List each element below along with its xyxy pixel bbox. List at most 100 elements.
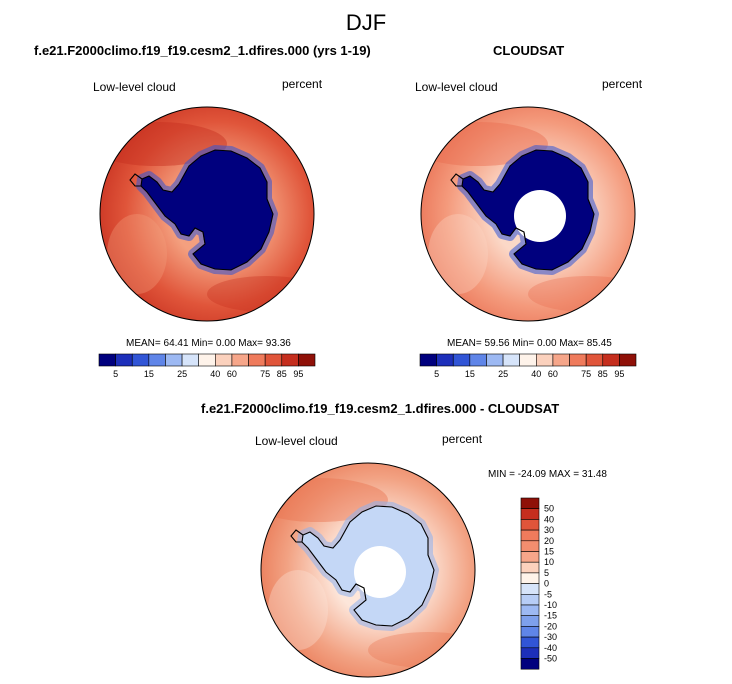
colorbar-2-swatch (569, 353, 587, 367)
polar-data-gap (514, 190, 566, 242)
cloud-band (107, 214, 167, 294)
colorbar-2-swatch (436, 353, 454, 367)
polar-data-gap (354, 546, 406, 598)
panel-1-variable-label: Low-level cloud (93, 80, 176, 94)
colorbar-3-swatch (520, 561, 540, 574)
colorbar-3-swatch (520, 604, 540, 616)
colorbar-1-swatch (248, 353, 266, 367)
peninsula-coastline (450, 173, 464, 187)
colorbar-3-tick-label: -30 (544, 632, 557, 642)
colorbar-2-tick-label: 85 (598, 369, 608, 379)
panel-2-title: CLOUDSAT (493, 43, 565, 58)
colorbar-3-swatch (520, 594, 540, 606)
colorbar-2-tick-label: 25 (498, 369, 508, 379)
colorbar-3-tick-label: 15 (544, 547, 554, 557)
colorbar-2-swatch (552, 353, 570, 367)
colorbar-1-swatch (298, 353, 316, 367)
panel-1-colorbar: 5 15 25 40 60 75 85 95 (98, 353, 316, 379)
ross-shelf-line (188, 227, 206, 255)
panel-3-variable-label: Low-level cloud (255, 434, 338, 448)
panel-2-variable-label: Low-level cloud (415, 80, 498, 94)
colorbar-3-tick-label: 30 (544, 525, 554, 535)
cloud-band (207, 276, 314, 312)
colorbar-1-swatch (115, 353, 133, 367)
main-title: DJF (345, 10, 387, 35)
colorbar-2-swatch (519, 353, 537, 367)
colorbar-2-tick-label: 5 (434, 369, 439, 379)
colorbar-2-swatch (602, 353, 620, 367)
colorbar-1-tick-label: 95 (293, 369, 303, 379)
colorbar-1-swatch (215, 353, 233, 367)
coastline (140, 149, 274, 271)
colorbar-3-swatch (520, 540, 540, 552)
colorbar-1-swatch (231, 353, 249, 367)
colorbar-1-tick-label: 40 (210, 369, 220, 379)
colorbar-1-swatch (281, 353, 299, 367)
cloud-band (528, 276, 635, 312)
colorbar-1-swatch (264, 353, 283, 367)
colorbar-1-swatch (181, 353, 199, 367)
colorbar-2-tick-label: 75 (581, 369, 591, 379)
panel-3-units-label: percent (442, 432, 483, 446)
colorbar-1-tick-label: 5 (113, 369, 118, 379)
peninsula-coastline (129, 173, 143, 187)
cloud-band (368, 632, 475, 668)
colorbar-3-swatch (520, 658, 540, 670)
colorbar-3-tick-label: -40 (544, 643, 557, 653)
colorbar-1-tick-label: 60 (227, 369, 237, 379)
antarctic-field (141, 150, 273, 270)
panel-3-title: f.e21.F2000climo.f19_f19.cesm2_1.dfires.… (201, 401, 560, 416)
colorbar-3-swatch (520, 497, 540, 509)
panel-1-title: f.e21.F2000climo.f19_f19.cesm2_1.dfires.… (34, 43, 371, 58)
colorbar-3-tick-label: -10 (544, 600, 557, 610)
colorbar-1-swatch (165, 353, 183, 367)
panel-1-units-label: percent (282, 77, 323, 91)
colorbar-3-swatch (520, 519, 540, 531)
colorbar-1-swatch (98, 353, 116, 367)
panel-2-units-label: percent (602, 77, 643, 91)
colorbar-1-swatch (198, 353, 216, 367)
colorbar-3-tick-label: -20 (544, 621, 557, 631)
colorbar-2-tick-label: 60 (548, 369, 558, 379)
colorbar-3-swatch (520, 636, 540, 649)
colorbar-2-swatch (486, 353, 504, 367)
colorbar-1-tick-label: 75 (260, 369, 270, 379)
colorbar-2-swatch (469, 353, 487, 367)
coastline (461, 149, 595, 271)
cloud-band (268, 570, 328, 650)
colorbar-1-tick-label: 85 (277, 369, 287, 379)
colorbar-3-tick-label: -5 (544, 589, 552, 599)
map-border (260, 462, 476, 678)
colorbar-2-swatch (452, 353, 471, 367)
colorbar-3-tick-label: 0 (544, 579, 549, 589)
panel-2-stats: MEAN= 59.56 Min= 0.00 Max= 85.45 (447, 338, 612, 349)
map-border (420, 106, 636, 322)
panel-3-stats: MIN = -24.09 MAX = 31.48 (488, 469, 607, 480)
colorbar-3-swatch (520, 626, 540, 638)
colorbar-2-swatch (619, 353, 637, 367)
colorbar-2-swatch (536, 353, 554, 367)
colorbar-2-tick-label: 15 (465, 369, 475, 379)
colorbar-3-tick-label: 5 (544, 568, 549, 578)
peninsula-coastline (290, 529, 304, 543)
coastline (301, 505, 435, 627)
colorbar-1-tick-label: 15 (144, 369, 154, 379)
colorbar-3-swatch (520, 647, 540, 659)
colorbar-1-swatch (148, 353, 166, 367)
colorbar-2-swatch (502, 353, 520, 367)
colorbar-3-tick-label: -15 (544, 611, 557, 621)
colorbar-3-swatch (520, 551, 540, 563)
colorbar-2-tick-label: 40 (531, 369, 541, 379)
colorbar-3-swatch (520, 615, 540, 627)
colorbar-3-swatch (520, 529, 540, 542)
panel-1-stats: MEAN= 64.41 Min= 0.00 Max= 93.36 (126, 338, 291, 349)
ross-shelf-line (349, 583, 367, 611)
colorbar-3-tick-label: 50 (544, 504, 554, 514)
panel-2-colorbar: 5 15 25 40 60 75 85 95 (419, 353, 637, 379)
colorbar-3-swatch (520, 583, 540, 595)
colorbar-2-tick-label: 95 (614, 369, 624, 379)
colorbar-3-tick-label: 40 (544, 514, 554, 524)
ross-shelf-line (509, 227, 527, 255)
colorbar-3-tick-label: 10 (544, 557, 554, 567)
